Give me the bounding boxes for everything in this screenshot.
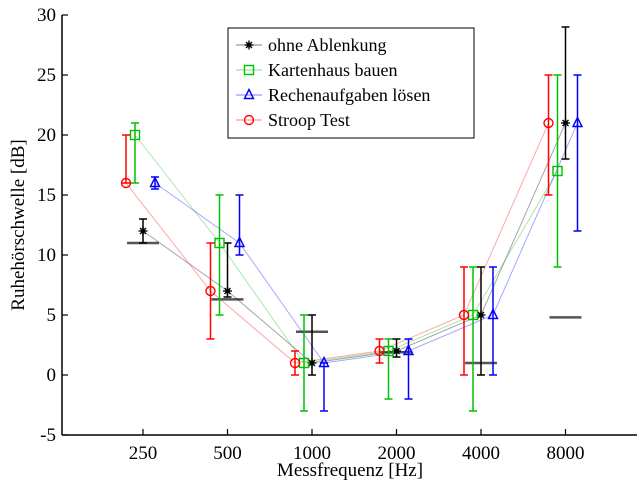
marker-star <box>223 286 232 296</box>
marker-star-center <box>140 228 146 234</box>
y-tick-label: 30 <box>37 5 56 26</box>
marker-triangle <box>233 235 246 248</box>
marker-star-center <box>246 42 252 48</box>
marker-star <box>244 40 254 50</box>
marker-triangle <box>571 115 584 128</box>
y-axis-label: Ruhehörschwelle [dB] <box>8 139 29 310</box>
marker-circle <box>205 285 216 297</box>
y-tick-label: 0 <box>47 365 57 386</box>
series-layer <box>120 26 584 412</box>
marker-star <box>392 346 401 356</box>
legend-label: Kartenhaus bauen <box>268 60 397 80</box>
series-line <box>125 122 549 364</box>
y-tick-label: -5 <box>40 425 56 446</box>
marker-square <box>552 165 563 177</box>
series-line <box>134 134 558 364</box>
marker-circle <box>243 114 255 126</box>
marker-circle <box>289 357 301 369</box>
x-tick-label: 1000 <box>293 443 331 464</box>
marker-triangle <box>487 307 499 320</box>
marker-triangle <box>402 343 415 356</box>
legend-label: Stroop Test <box>268 110 350 130</box>
marker-circle <box>374 345 385 357</box>
y-tick-label: 10 <box>37 245 56 266</box>
x-axis-label: Messfrequenz [Hz] <box>277 460 423 481</box>
marker-square <box>214 237 225 249</box>
y-tick-label: 15 <box>37 185 56 206</box>
marker-star <box>138 226 148 236</box>
legend-box <box>227 27 475 139</box>
series-line <box>142 122 566 364</box>
marker-star-center <box>563 120 568 126</box>
marker-circle <box>458 309 470 321</box>
marker-star-center <box>309 360 315 366</box>
y-tick-label: 20 <box>37 125 56 146</box>
marker-square <box>243 64 255 76</box>
marker-square <box>129 129 141 141</box>
y-tick-label: 5 <box>47 305 57 326</box>
x-tick-label: 250 <box>129 443 158 464</box>
x-tick-label: 2000 <box>378 443 416 464</box>
y-tick-label: 25 <box>37 65 56 86</box>
series-group <box>120 74 554 376</box>
legend: ohne Ablenkung Kartenhaus bauen Rechenaufg… <box>227 27 475 139</box>
series-group <box>138 26 570 376</box>
marker-star <box>307 358 317 368</box>
marker-triangle <box>318 355 330 368</box>
series-group <box>149 74 584 412</box>
legend-label: ohne Ablenkung <box>268 35 387 55</box>
marker-star <box>561 118 570 128</box>
series-line <box>154 122 578 364</box>
x-tick-label: 500 <box>213 443 242 464</box>
marker-circle <box>543 117 554 129</box>
marker-star-center <box>225 288 230 294</box>
x-tick-label: 4000 <box>462 443 500 464</box>
marker-star-center <box>394 348 399 354</box>
series-group <box>129 74 563 412</box>
legend-label: Rechenaufgaben lösen <box>268 85 430 105</box>
x-tick-label: 8000 <box>547 443 585 464</box>
marker-triangle <box>149 175 161 188</box>
marker-star-center <box>478 312 484 318</box>
marker-triangle <box>243 87 255 100</box>
axes-layer: -5 0 5 10 15 20 25 30 250 500 1000 2000 4000 8000 <box>37 5 637 464</box>
marker-circle <box>120 177 132 189</box>
